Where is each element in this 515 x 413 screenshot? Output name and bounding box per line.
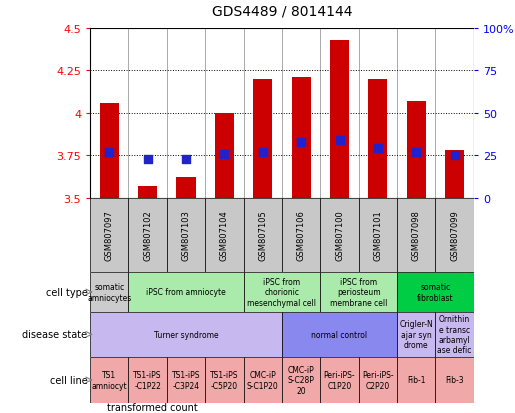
Bar bbox=[368, 80, 387, 198]
Text: Crigler-N
ajar syn
drome: Crigler-N ajar syn drome bbox=[399, 320, 433, 349]
Text: GDS4489 / 8014144: GDS4489 / 8014144 bbox=[212, 5, 352, 19]
Bar bbox=[253, 80, 272, 198]
Text: transformed count: transformed count bbox=[107, 402, 197, 412]
Point bbox=[451, 153, 459, 159]
Text: Peri-iPS-
C2P20: Peri-iPS- C2P20 bbox=[362, 370, 393, 389]
Text: Peri-iPS-
C1P20: Peri-iPS- C1P20 bbox=[324, 370, 355, 389]
Point bbox=[412, 149, 420, 156]
Point bbox=[297, 139, 305, 146]
Bar bbox=[445, 151, 464, 198]
Bar bbox=[282, 357, 320, 403]
Text: GSM807104: GSM807104 bbox=[220, 210, 229, 261]
Text: disease state: disease state bbox=[23, 330, 88, 339]
Point bbox=[374, 146, 382, 152]
Text: GSM807102: GSM807102 bbox=[143, 210, 152, 261]
Bar bbox=[436, 357, 474, 403]
Text: Fib-1: Fib-1 bbox=[407, 375, 425, 385]
Bar bbox=[129, 357, 167, 403]
Bar bbox=[167, 198, 205, 273]
Text: CMC-iP
S-C28P
20: CMC-iP S-C28P 20 bbox=[288, 365, 315, 395]
Bar bbox=[436, 312, 474, 357]
Text: Fib-3: Fib-3 bbox=[445, 375, 464, 385]
Bar bbox=[244, 273, 320, 312]
Text: GSM807101: GSM807101 bbox=[373, 210, 382, 261]
Text: iPSC from amniocyte: iPSC from amniocyte bbox=[146, 288, 226, 297]
Text: TS1-iPS
-C5P20: TS1-iPS -C5P20 bbox=[210, 370, 238, 389]
Text: TS1-iPS
-C3P24: TS1-iPS -C3P24 bbox=[172, 370, 200, 389]
Bar bbox=[90, 312, 282, 357]
Bar bbox=[90, 273, 129, 312]
Text: GSM807098: GSM807098 bbox=[412, 210, 421, 261]
Bar bbox=[90, 198, 129, 273]
Text: GSM807105: GSM807105 bbox=[259, 210, 267, 261]
Text: cell type: cell type bbox=[46, 287, 88, 297]
Bar bbox=[205, 198, 244, 273]
Bar bbox=[177, 178, 196, 198]
Bar bbox=[358, 198, 397, 273]
Bar bbox=[282, 198, 320, 273]
Text: normal control: normal control bbox=[312, 330, 368, 339]
Bar bbox=[205, 357, 244, 403]
Text: GSM807100: GSM807100 bbox=[335, 210, 344, 261]
Bar bbox=[129, 273, 244, 312]
Bar bbox=[397, 198, 436, 273]
Text: GSM807097: GSM807097 bbox=[105, 210, 114, 261]
Text: GSM807103: GSM807103 bbox=[182, 210, 191, 261]
Bar bbox=[397, 312, 436, 357]
Text: somatic
fibroblast: somatic fibroblast bbox=[417, 282, 454, 302]
Text: somatic
amniocytes: somatic amniocytes bbox=[87, 282, 131, 302]
Point bbox=[335, 138, 344, 144]
Bar bbox=[282, 312, 397, 357]
Bar bbox=[358, 357, 397, 403]
Bar bbox=[90, 357, 129, 403]
Text: iPSC from
chorionic
mesenchymal cell: iPSC from chorionic mesenchymal cell bbox=[248, 278, 316, 307]
Bar bbox=[129, 198, 167, 273]
Text: GSM807106: GSM807106 bbox=[297, 210, 305, 261]
Bar bbox=[397, 357, 436, 403]
Text: CMC-iP
S-C1P20: CMC-iP S-C1P20 bbox=[247, 370, 279, 389]
Bar bbox=[291, 78, 311, 198]
Text: cell line: cell line bbox=[50, 375, 88, 385]
Text: TS1-iPS
-C1P22: TS1-iPS -C1P22 bbox=[133, 370, 162, 389]
Text: GSM807099: GSM807099 bbox=[450, 210, 459, 261]
Bar bbox=[330, 41, 349, 198]
Bar bbox=[215, 114, 234, 198]
Point bbox=[105, 149, 113, 156]
Bar bbox=[320, 357, 358, 403]
Text: iPSC from
periosteum
membrane cell: iPSC from periosteum membrane cell bbox=[330, 278, 387, 307]
Text: Turner syndrome: Turner syndrome bbox=[154, 330, 218, 339]
Bar bbox=[167, 357, 205, 403]
Bar bbox=[244, 357, 282, 403]
Bar bbox=[436, 198, 474, 273]
Text: TS1
amniocyt: TS1 amniocyt bbox=[92, 370, 127, 389]
Point bbox=[144, 156, 152, 163]
Point bbox=[182, 156, 190, 163]
Bar bbox=[100, 103, 119, 198]
Bar bbox=[397, 273, 474, 312]
Bar bbox=[138, 186, 157, 198]
Bar bbox=[407, 102, 426, 198]
Point bbox=[259, 149, 267, 156]
Text: Ornithin
e transc
arbamyl
ase defic: Ornithin e transc arbamyl ase defic bbox=[437, 314, 472, 355]
Bar bbox=[244, 198, 282, 273]
Bar bbox=[320, 198, 358, 273]
Bar bbox=[320, 273, 397, 312]
Point bbox=[220, 151, 229, 157]
